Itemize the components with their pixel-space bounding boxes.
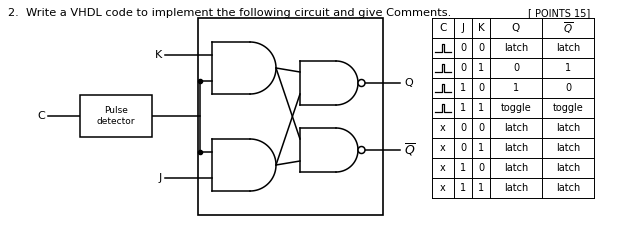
Text: $\overline{Q}$: $\overline{Q}$ [563,20,573,36]
Text: 1: 1 [565,63,571,73]
Text: Q: Q [512,23,520,33]
Text: toggle: toggle [552,103,583,113]
Text: latch: latch [556,123,580,133]
Text: 0: 0 [460,123,466,133]
Text: 1: 1 [478,103,484,113]
Text: J: J [461,23,464,33]
Text: 0: 0 [460,143,466,153]
Text: 1: 1 [460,163,466,173]
Text: Q: Q [404,78,413,88]
Text: x: x [440,123,446,133]
Bar [80,95,152,137]
Text: Pulse
detector: Pulse detector [97,106,135,126]
Text: J: J [159,173,162,183]
Text: 0: 0 [460,63,466,73]
Text: latch: latch [504,183,528,193]
Circle shape [358,79,365,86]
Text: 1: 1 [513,83,519,93]
Text: 0: 0 [478,83,484,93]
Text: K: K [477,23,484,33]
Text: toggle: toggle [500,103,531,113]
Text: latch: latch [556,163,580,173]
Text: [ POINTS 15]: [ POINTS 15] [528,8,590,18]
Text: 1: 1 [478,63,484,73]
Text: 1: 1 [460,83,466,93]
Text: 0: 0 [460,43,466,53]
Text: x: x [440,183,446,193]
Text: latch: latch [504,163,528,173]
Text: latch: latch [504,123,528,133]
Text: latch: latch [556,183,580,193]
Text: 0: 0 [513,63,519,73]
Text: K: K [155,50,162,60]
Text: 1: 1 [460,183,466,193]
Text: latch: latch [556,143,580,153]
Text: 1: 1 [478,183,484,193]
Text: x: x [440,143,446,153]
Text: C: C [440,23,446,33]
Text: latch: latch [504,143,528,153]
Text: 0: 0 [478,163,484,173]
Text: x: x [440,163,446,173]
Text: latch: latch [504,43,528,53]
Text: latch: latch [556,43,580,53]
Text: 0: 0 [478,43,484,53]
Text: C: C [37,111,45,121]
Text: 1: 1 [460,103,466,113]
Bar [198,18,383,215]
Text: $\overline{Q}$: $\overline{Q}$ [404,142,416,158]
Text: 0: 0 [478,123,484,133]
Circle shape [358,147,365,154]
Text: 2.  Write a VHDL code to implement the following circuit and give Comments.: 2. Write a VHDL code to implement the fo… [8,8,451,18]
Text: 0: 0 [565,83,571,93]
Text: 1: 1 [478,143,484,153]
